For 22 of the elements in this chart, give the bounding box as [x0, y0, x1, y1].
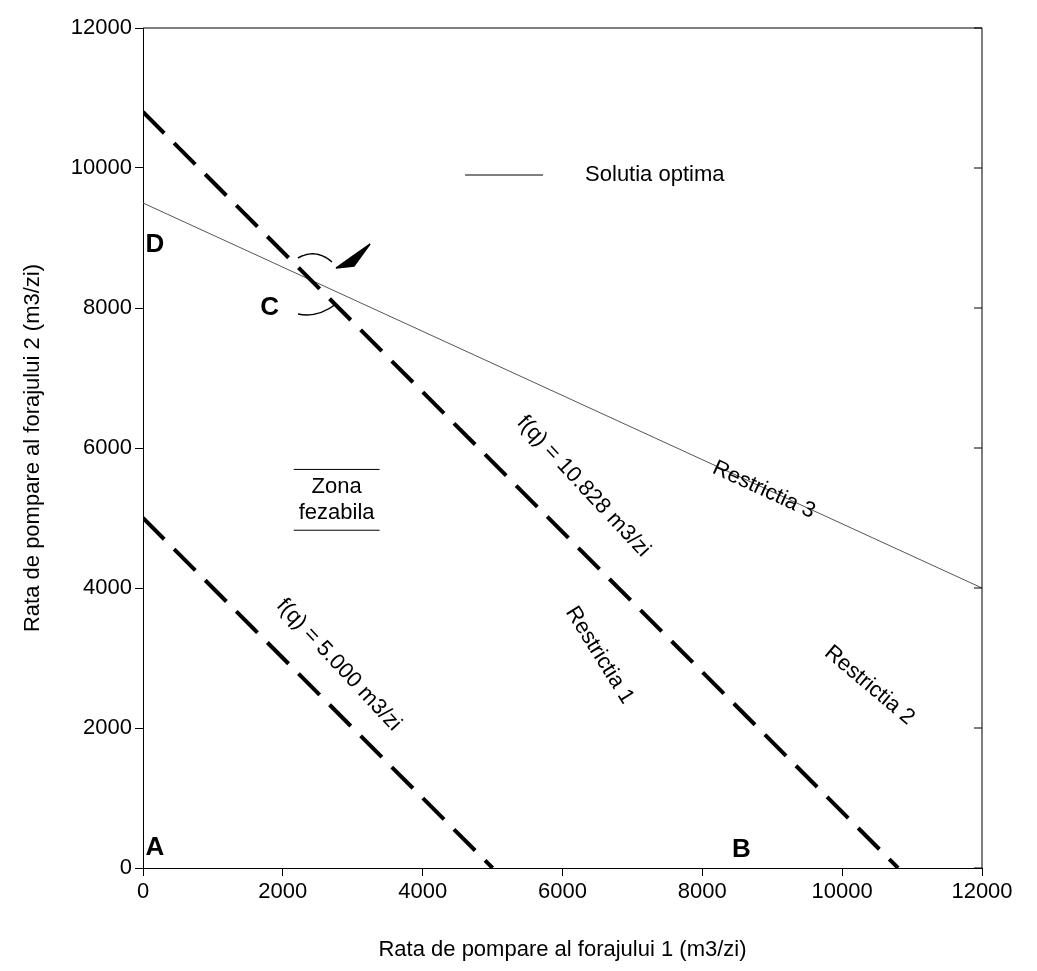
y-axis-title: Rata de pompare al forajului 2 (m3/zi) — [19, 263, 45, 633]
y-tick-label: 8000 — [83, 294, 132, 320]
annotation: C — [260, 291, 280, 322]
y-tick-label: 10000 — [70, 154, 132, 180]
y-tick-label: 2000 — [83, 714, 132, 740]
x-tick-label: 8000 — [677, 878, 727, 904]
x-tick-label: 0 — [136, 878, 150, 904]
x-tick-label: 12000 — [951, 878, 1013, 904]
annotation: B — [732, 832, 751, 863]
x-axis-title: Rata de pompare al forajului 1 (m3/zi) — [378, 935, 747, 961]
y-tick-label: 4000 — [83, 574, 132, 600]
annotation: D — [145, 228, 165, 259]
y-tick-label: 0 — [119, 854, 132, 880]
annotation: Solutia optima — [585, 161, 726, 187]
y-tick-label: 6000 — [83, 434, 132, 460]
y-tick-label: 12000 — [70, 14, 132, 40]
x-tick-label: 6000 — [538, 878, 587, 904]
annotation: A — [145, 830, 165, 861]
x-tick-label: 4000 — [398, 878, 448, 904]
x-tick-label: 10000 — [811, 878, 873, 904]
annotation: Zona fezabila — [298, 472, 376, 525]
x-tick-label: 2000 — [258, 878, 308, 904]
